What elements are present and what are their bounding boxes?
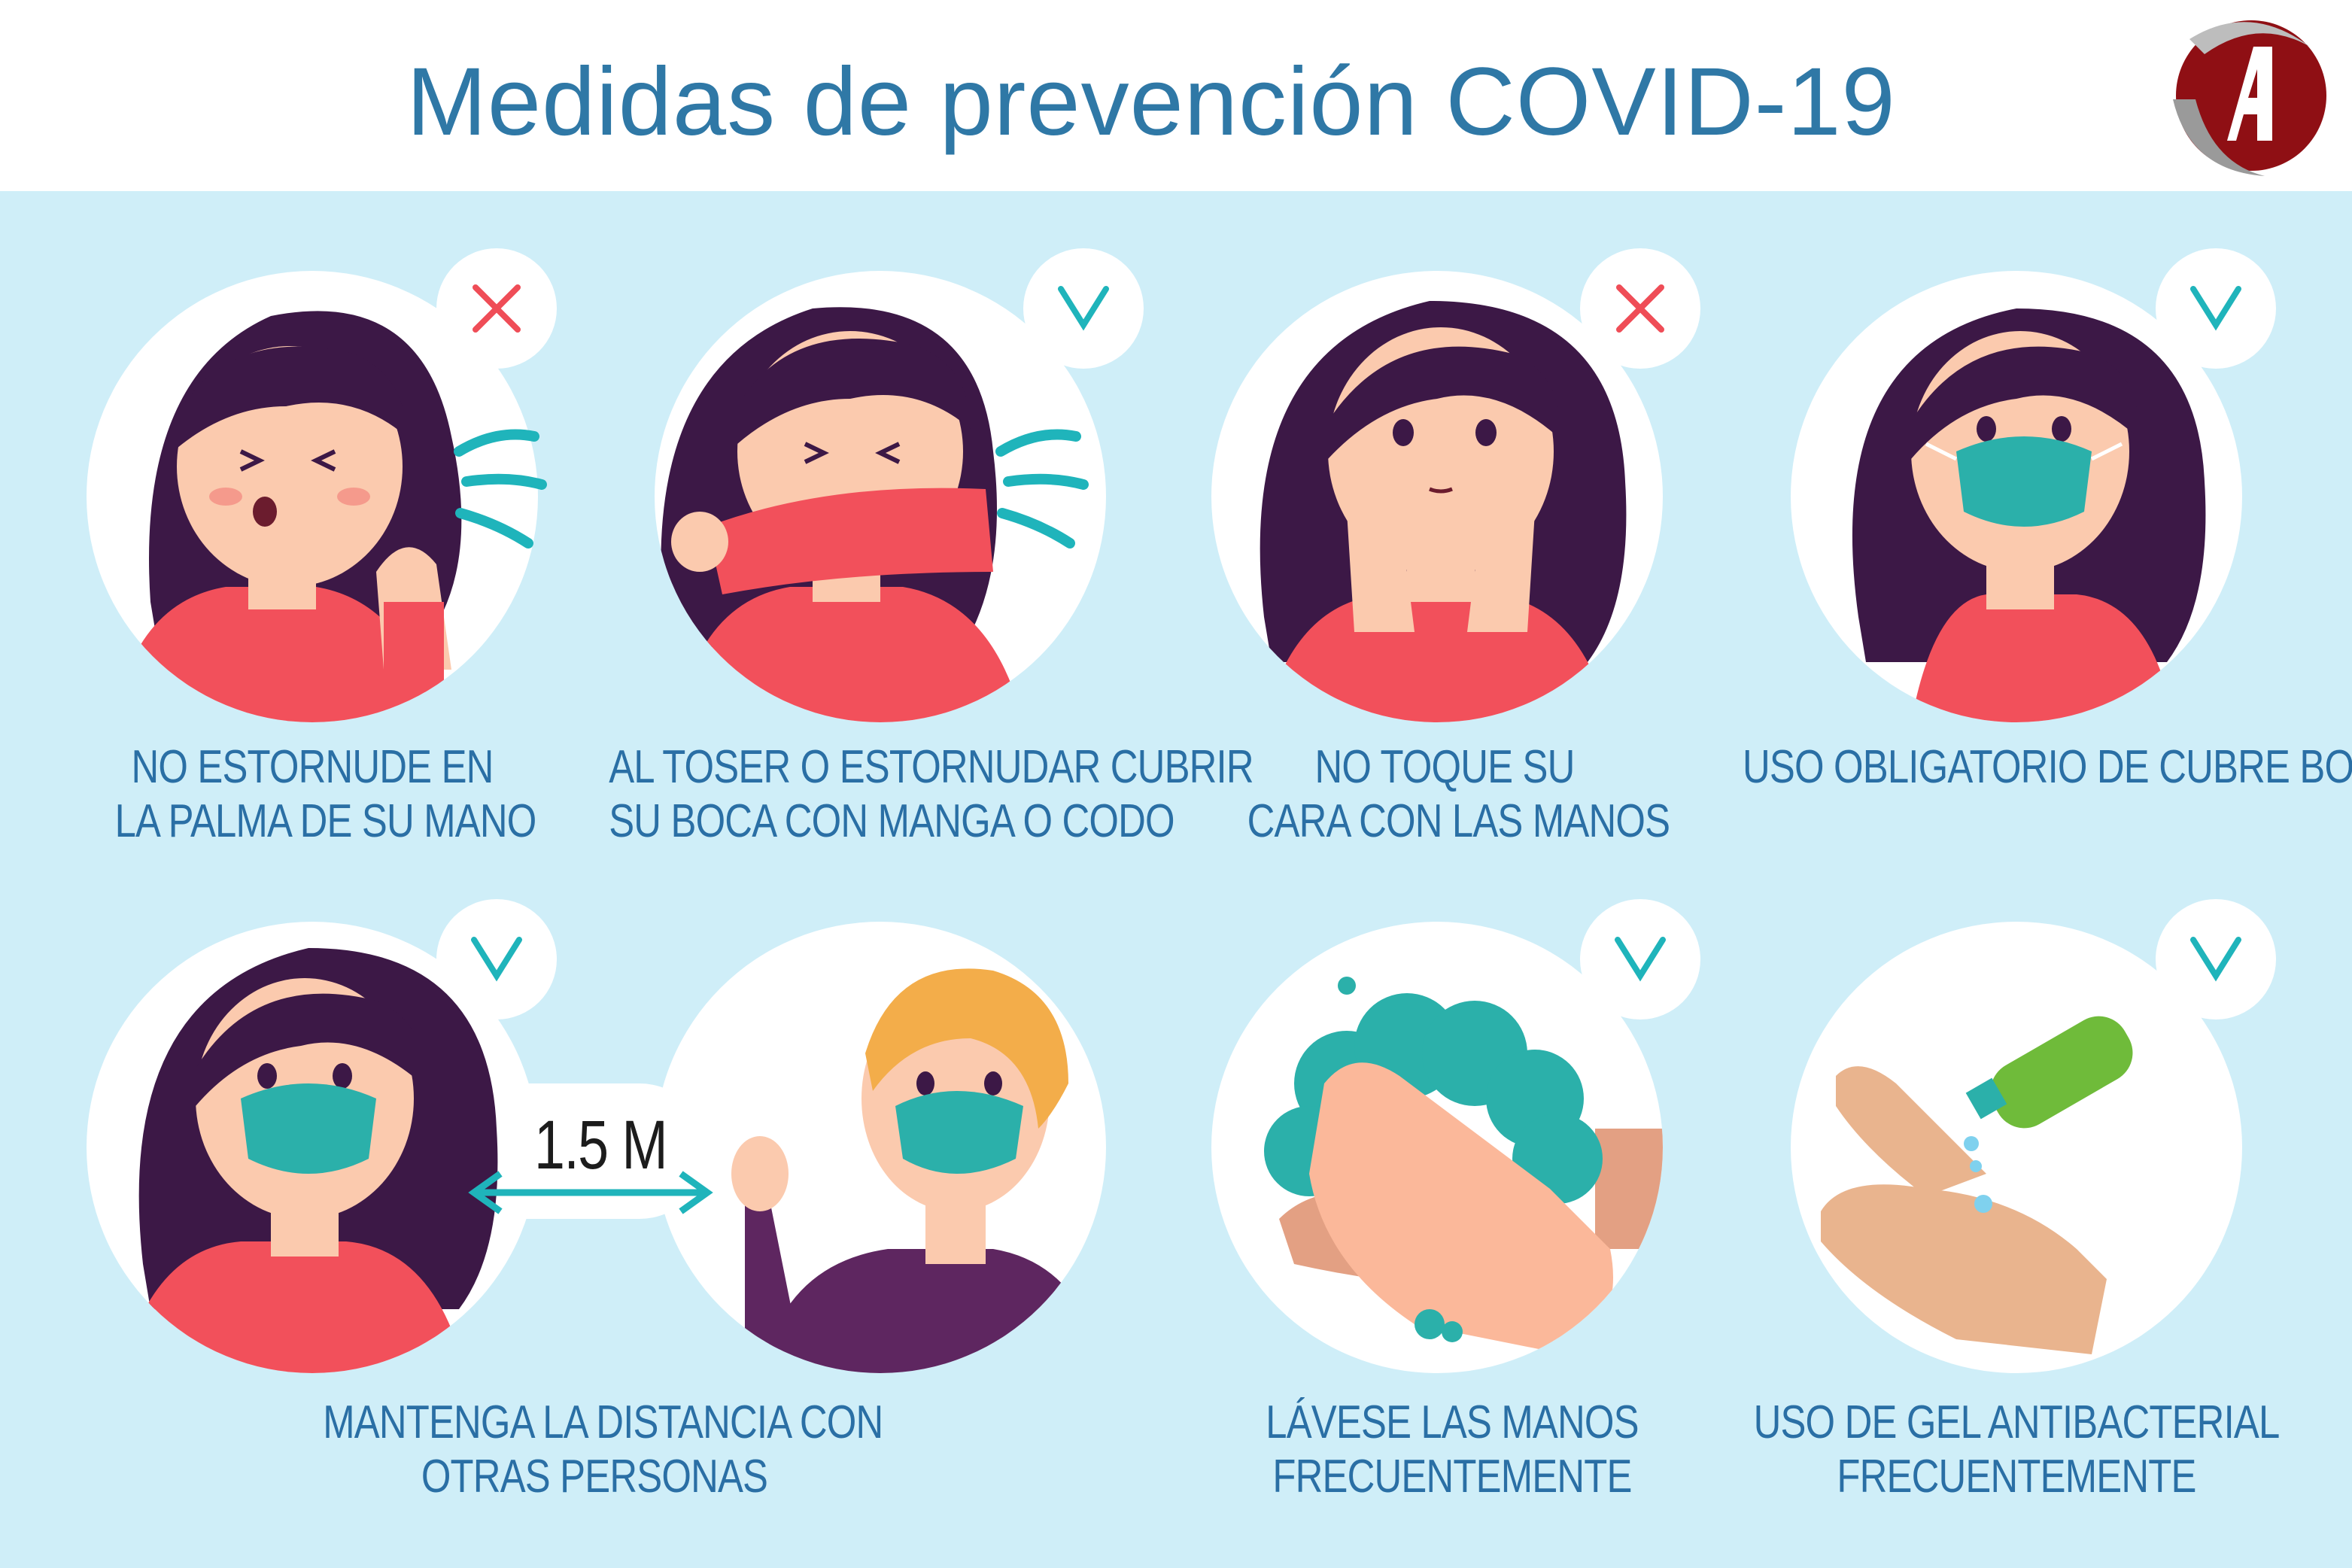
check-icon	[1615, 937, 1666, 982]
distance-label: 1.5 M	[534, 1107, 668, 1184]
cross-icon	[1616, 284, 1664, 333]
caption-line: FRECUENTEMENTE	[1837, 1451, 2196, 1503]
caption-line: LÁVESE LAS MANOS	[1266, 1396, 1639, 1448]
illustration-no-touch-face	[1211, 271, 1663, 722]
caption-line: NO TOQUE SU	[1314, 741, 1575, 793]
caption-antibacterial-gel: USO DE GEL ANTIBACTERIAL FRECUENTEMENTE	[1751, 1396, 2281, 1504]
caption-sneeze-palm: NO ESTORNUDE EN LA PALMA DE SU MANO	[114, 740, 537, 849]
cross-icon	[473, 284, 521, 333]
illustration-distance-man	[655, 922, 1106, 1373]
caption-face-mask: USO OBLIGATORIO DE CUBRE BOCA	[1743, 740, 2352, 795]
check-icon	[2190, 286, 2241, 331]
illustration-face-mask	[1791, 271, 2242, 722]
header: Medidas de prevención COVID-19	[0, 0, 2352, 191]
caption-line: FRECUENTEMENTE	[1272, 1451, 1632, 1503]
caption-line: CARA CON LAS MANOS	[1247, 795, 1670, 847]
caption-no-touch-face: NO TOQUE SU CARA CON LAS MANOS	[1247, 740, 1670, 849]
caption-hand-washing: LÁVESE LAS MANOS FRECUENTEMENTE	[1255, 1396, 1650, 1504]
distance-arrow	[468, 1171, 713, 1214]
page-title: Medidas de prevención COVID-19	[406, 48, 1896, 156]
caption-line: NO ESTORNUDE EN	[131, 741, 494, 793]
caption-line: USO OBLIGATORIO DE CUBRE BOCA	[1743, 741, 2352, 793]
illustration-sneeze-palm	[87, 271, 547, 722]
caption-line: AL TOSER O ESTORNUDAR CUBRIR	[609, 741, 1253, 793]
caption-line: SU BOCA CON MANGA O CODO	[609, 795, 1174, 847]
check-icon	[2190, 937, 2241, 982]
brand-logo	[2173, 20, 2326, 176]
caption-distance: MANTENGA LA DISTANCIA CON OTRAS PERSONAS	[323, 1396, 883, 1504]
check-icon	[1058, 286, 1109, 331]
illustration-cough-elbow	[655, 271, 1106, 722]
illustration-hand-washing	[1211, 922, 1663, 1373]
caption-line: MANTENGA LA DISTANCIA CON	[323, 1396, 883, 1448]
caption-cough-elbow: AL TOSER O ESTORNUDAR CUBRIR SU BOCA CON…	[609, 740, 1253, 849]
caption-line: USO DE GEL ANTIBACTERIAL	[1753, 1396, 2281, 1448]
caption-line: LA PALMA DE SU MANO	[114, 795, 537, 847]
check-icon	[471, 937, 522, 982]
illustration-antibacterial-gel	[1791, 922, 2242, 1373]
illustration-distance-woman	[87, 922, 538, 1373]
caption-line: OTRAS PERSONAS	[421, 1451, 768, 1503]
